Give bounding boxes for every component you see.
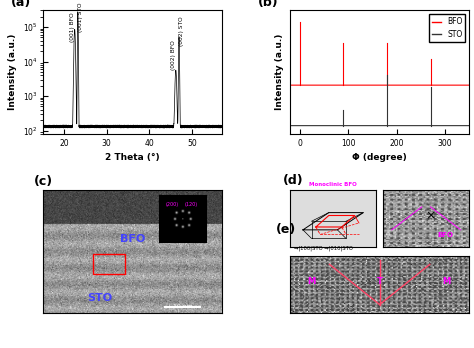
Text: Monoclinic BFO: Monoclinic BFO (309, 182, 357, 187)
Text: (002) STO: (002) STO (179, 16, 184, 46)
Text: M: M (308, 277, 316, 286)
Text: ×: × (425, 209, 436, 222)
Text: (001) STO: (001) STO (78, 3, 83, 32)
Legend: BFO, STO: BFO, STO (428, 14, 465, 42)
Text: (c): (c) (34, 175, 53, 188)
Text: BFO: BFO (119, 234, 145, 244)
X-axis label: Φ (degree): Φ (degree) (352, 153, 407, 163)
Text: (d): (d) (283, 174, 304, 187)
Y-axis label: Intensity (a.u.): Intensity (a.u.) (275, 34, 284, 110)
Text: T: T (377, 277, 383, 286)
Text: STO: STO (88, 293, 113, 303)
Text: (b): (b) (258, 0, 278, 9)
Text: (001) BFO: (001) BFO (70, 13, 75, 42)
Text: M: M (442, 277, 450, 286)
Text: (a): (a) (10, 0, 31, 9)
Y-axis label: Intensity (a.u.): Intensity (a.u.) (9, 34, 18, 110)
Bar (93, 254, 125, 274)
Text: →|100|STO →|010|STO: →|100|STO →|010|STO (293, 246, 353, 251)
Text: BFO: BFO (437, 232, 453, 238)
X-axis label: 2 Theta (°): 2 Theta (°) (105, 153, 160, 163)
Text: (002) BFO: (002) BFO (171, 40, 176, 70)
Text: 10 nm: 10 nm (173, 304, 192, 309)
Text: (e): (e) (276, 223, 296, 236)
